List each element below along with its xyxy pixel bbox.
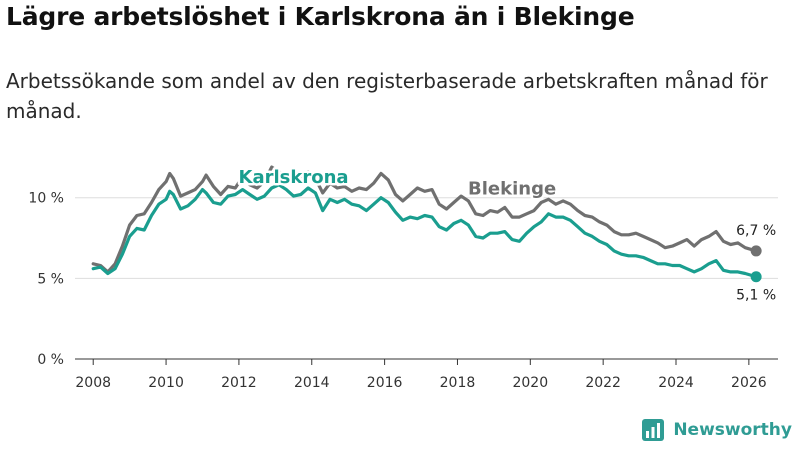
y-tick-label: 5 % (37, 271, 64, 287)
y-tick-label: 10 % (28, 191, 64, 207)
newsworthy-logo-icon (642, 419, 665, 441)
x-tick-label: 2012 (221, 375, 257, 391)
x-tick-label: 2016 (367, 375, 403, 391)
karlskrona-end-value-label: 5,1 % (736, 288, 776, 304)
x-tick-label: 2020 (512, 375, 548, 391)
chart-title: Lägre arbetslöshet i Karlskrona än i Ble… (6, 2, 635, 31)
brand-name: Newsworthy (673, 420, 792, 440)
x-tick-label: 2010 (148, 375, 184, 391)
karlskrona-end-point (750, 271, 762, 283)
x-tick-label: 2022 (585, 375, 621, 391)
blekinge-end-point (750, 245, 762, 257)
chart-subtitle: Arbetssökande som andel av den registerb… (6, 69, 768, 123)
brand-logo: Newsworthy (641, 418, 792, 442)
blekinge-series-label: Blekinge (468, 178, 556, 199)
x-tick-label: 2024 (658, 375, 694, 391)
karlskrona-series-label: Karlskrona (239, 167, 349, 188)
x-tick-label: 2026 (731, 375, 767, 391)
y-tick-label: 0 % (37, 352, 64, 368)
x-tick-label: 2018 (440, 375, 476, 391)
x-tick-label: 2014 (294, 375, 330, 391)
karlskrona-line (91, 183, 758, 279)
x-tick-label: 2008 (75, 375, 111, 391)
blekinge-end-value-label: 6,7 % (736, 223, 776, 239)
blekinge-line (91, 165, 758, 274)
